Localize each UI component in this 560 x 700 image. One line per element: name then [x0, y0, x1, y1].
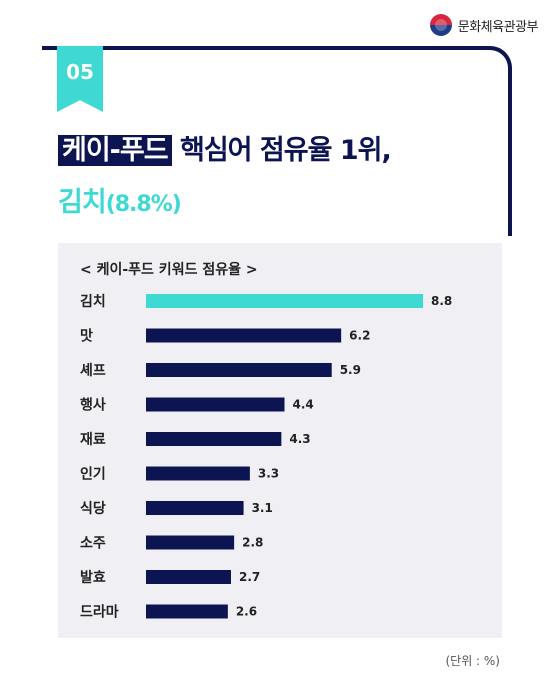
headline-line2-pct: (8.8%): [105, 192, 182, 217]
value-label: 6.2: [349, 329, 370, 343]
category-label: 셰프: [80, 363, 106, 379]
bar: [146, 397, 285, 412]
chart-panel: < 케이-푸드 키워드 점유율 > 김치 8.8 맛 6.2 셰프 5.9 행사 4.4 재료 4…: [58, 243, 502, 638]
value-label: 4.3: [289, 432, 310, 446]
value-label: 3.3: [258, 467, 279, 481]
value-label: 2.8: [242, 536, 263, 550]
value-label: 2.6: [236, 605, 257, 619]
category-label: 행사: [80, 398, 106, 414]
value-label: 5.9: [340, 363, 361, 377]
bar: [146, 328, 342, 343]
bar: [146, 466, 250, 481]
category-label: 재료: [80, 432, 106, 448]
bar: [146, 294, 423, 308]
chart-title: < 케이-푸드 키워드 점유율 >: [80, 262, 258, 278]
category-label: 소주: [80, 536, 106, 552]
bar: [146, 570, 231, 584]
taegeuk-emblem-icon: [429, 14, 452, 36]
value-label: 4.4: [293, 398, 314, 412]
category-label: 식당: [80, 500, 106, 517]
bar-chart: 김치 8.8 맛 6.2 셰프 5.9 행사 4.4 재료 4.3 인기 3.3 식당 3.1 소주 2.8 발…: [80, 293, 452, 621]
header-frame: [42, 46, 512, 236]
section-number: 05: [66, 60, 94, 84]
headline-line2: 김치(8.8%): [58, 180, 182, 219]
category-label: 김치: [80, 293, 106, 310]
value-label: 3.1: [252, 501, 273, 515]
ministry-logo: 문화체육관광부: [429, 14, 539, 36]
category-label: 인기: [80, 466, 106, 483]
ministry-name: 문화체육관광부: [457, 19, 539, 35]
bar: [146, 604, 228, 619]
value-label: 2.7: [239, 570, 260, 584]
bar: [146, 432, 282, 446]
headline-line2-main: 김치: [58, 187, 107, 218]
unit-note: (단위 : %): [445, 654, 500, 668]
category-label: 발효: [80, 569, 106, 586]
headline-line1: 케이-푸드 핵심어 점유율 1위,: [58, 132, 392, 170]
headline-rest: 핵심어 점유율 1위,: [179, 135, 392, 166]
headline-highlight: 케이-푸드: [58, 135, 172, 166]
value-label: 8.8: [431, 294, 452, 308]
category-label: 드라마: [80, 605, 119, 621]
category-label: 맛: [80, 328, 93, 345]
bar: [146, 501, 244, 515]
bar: [146, 535, 235, 550]
bar: [146, 363, 332, 377]
